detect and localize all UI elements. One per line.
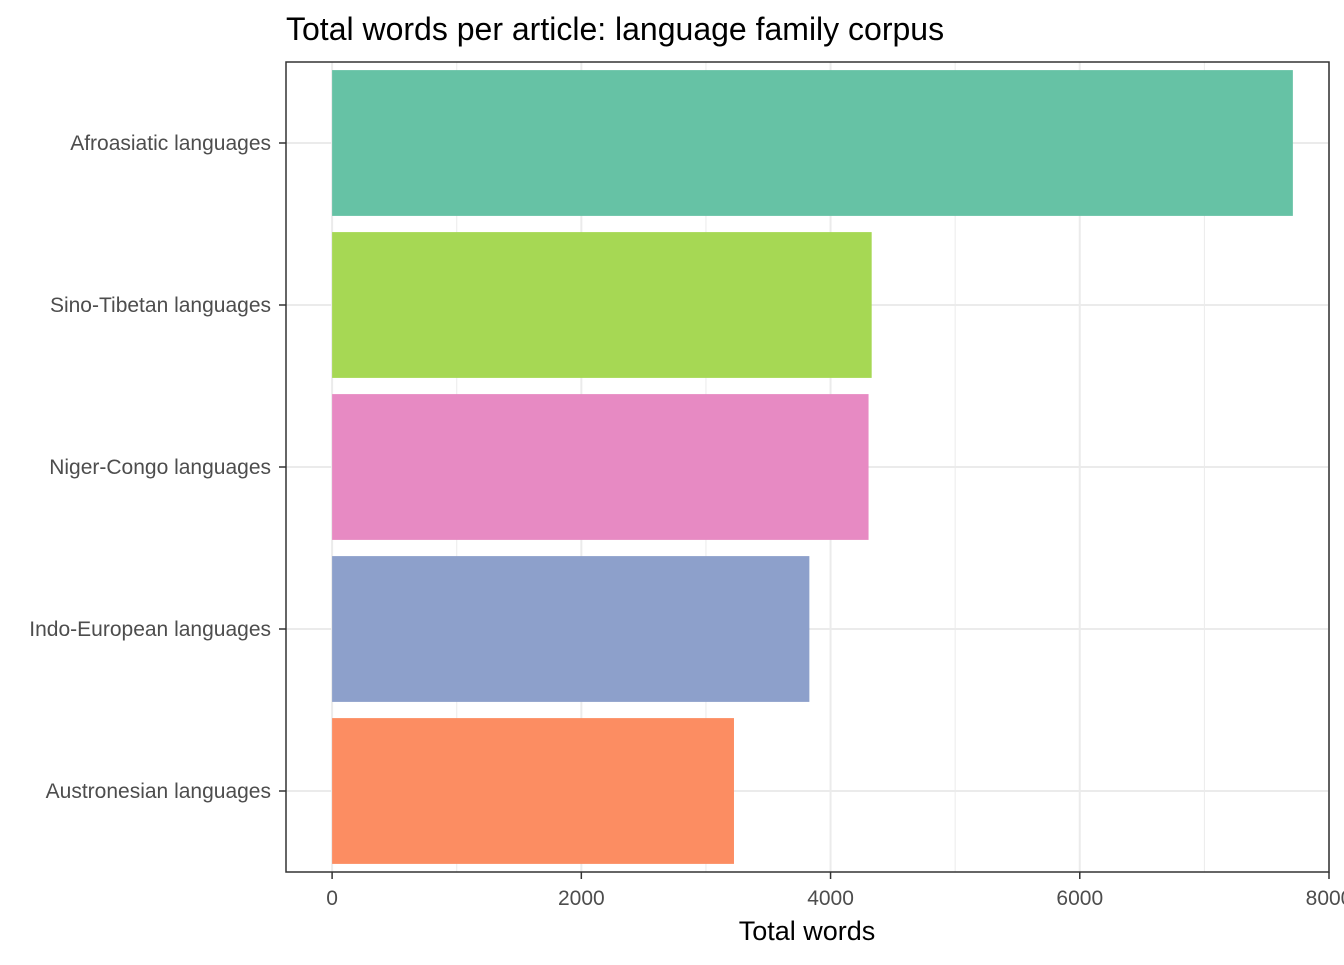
bar-niger-congo-languages: [332, 394, 869, 540]
y-tick-label: Afroasiatic languages: [70, 132, 271, 155]
y-tick-label: Austronesian languages: [46, 780, 271, 803]
x-tick-label: 8000: [1306, 887, 1344, 910]
x-tick-label: 6000: [1056, 887, 1103, 910]
y-tick-label: Indo-European languages: [29, 618, 271, 641]
bar-indo-european-languages: [332, 556, 810, 702]
x-tick-label: 4000: [807, 887, 854, 910]
x-axis: 0 2000 4000 6000 8000: [326, 872, 1344, 910]
y-tick-label: Sino-Tibetan languages: [50, 294, 271, 317]
x-tick-label: 2000: [558, 887, 605, 910]
bar-sino-tibetan-languages: [332, 232, 872, 378]
bar-afroasiatic-languages: [332, 70, 1293, 216]
y-tick-label: Niger-Congo languages: [49, 456, 271, 479]
bar-austronesian-languages: [332, 718, 734, 864]
y-axis: Afroasiatic languages Sino-Tibetan langua…: [29, 132, 286, 803]
chart-title: Total words per article: language family…: [286, 11, 944, 47]
x-axis-title: Total words: [739, 916, 876, 946]
bars: [332, 70, 1293, 864]
x-tick-label: 0: [326, 887, 338, 910]
